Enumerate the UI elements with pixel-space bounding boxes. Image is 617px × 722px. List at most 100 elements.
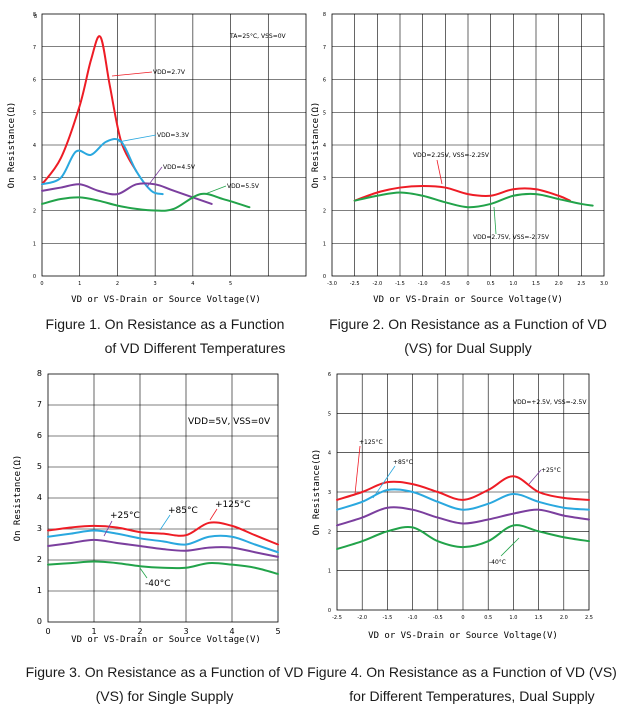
fig1-ytick-label: 8	[33, 12, 36, 18]
fig3-ytick-label: 8	[37, 369, 42, 378]
fig4-label-125: +125°C	[359, 439, 383, 446]
fig3-label-25: +25°C	[110, 511, 140, 521]
fig4-xtick-label: 1.0	[509, 615, 517, 621]
fig3-ytick-label: 3	[37, 524, 42, 533]
chart-fig3: 0 1 2 3 4 5 6 7 8 0 1 2 3 4 5 VDD=5V, VSS=0V +25°C +8…	[13, 369, 281, 645]
fig2-xtick-label: 1.5	[532, 281, 540, 287]
fig4-xtick-label: 0	[461, 615, 464, 621]
fig4-xtick-label: -1.5	[383, 615, 393, 621]
fig1-ytick-8: 8	[34, 14, 37, 20]
fig1-xtick-label: 2	[116, 281, 119, 287]
fig4-grid	[337, 374, 589, 610]
fig2-xtick-label: -1.5	[395, 281, 405, 287]
fig4-series-cyan-line	[336, 488, 590, 511]
fig3-series-purple-line	[47, 538, 279, 558]
fig1-ytick-label: 1	[33, 241, 36, 247]
fig2-xtick-label: 0	[466, 281, 469, 287]
fig3-xtick-label: 2	[137, 627, 142, 636]
fig1-ytick-label: 4	[33, 143, 36, 149]
fig4-xtick-label: -2.0	[357, 615, 367, 621]
fig3-caption: Figure 3. On Resistance as a Function of…	[12, 660, 317, 708]
fig2-xtick-label: 2.0	[555, 281, 563, 287]
fig1-ytick-label: 2	[33, 209, 36, 215]
fig4-label-85: +85°C	[393, 459, 413, 466]
fig1-ylabel: On Resistance(Ω)	[7, 102, 17, 189]
fig4-ytick-label: 2	[328, 529, 331, 535]
fig3-xtick-label: 4	[229, 627, 234, 636]
fig2-label-2.25v: VDD=2.25V, VSS=-2.25V	[413, 152, 490, 159]
fig4-yticks: 0 1 2 3 4 5 6	[328, 372, 331, 614]
fig3-xtick-label: 0	[45, 627, 50, 636]
fig3-xlabel: VD or VS-Drain or Source Voltage(V)	[71, 635, 261, 645]
fig1-caption: Figure 1. On Resistance as a Function of…	[20, 312, 310, 360]
fig3-caption-line2: (VS) for Single Supply	[95, 688, 234, 704]
fig2-frame	[331, 13, 605, 277]
fig1-caption-line1: Figure 1. On Resistance as a Function	[45, 316, 285, 332]
fig1-series-cyan-line	[41, 137, 164, 196]
fig1-label-4.5v: VDD=4.5V	[163, 164, 196, 171]
fig3-label-125: +125°C	[215, 500, 251, 510]
fig1-label-2.7v: VDD=2.7V	[153, 69, 186, 76]
fig4-xtick-label: 0.5	[484, 615, 492, 621]
fig3-ytick-label: 1	[37, 586, 42, 595]
fig3-label-85: +85°C	[168, 506, 198, 516]
fig1-xtick-label: 0	[40, 281, 43, 287]
fig4-ytick-label: 4	[328, 451, 331, 457]
fig4-xtick-label: 2.0	[560, 615, 568, 621]
fig4-annotation: VDD=+2.5V, VSS=-2.5V	[513, 399, 587, 406]
fig2-xtick-label: -2.5	[350, 281, 360, 287]
fig4-ytick-label: 3	[328, 490, 331, 496]
fig2-ytick-label: 8	[323, 12, 326, 18]
fig3-series-green-line	[47, 560, 279, 575]
fig1-ytick-label: 0	[33, 274, 36, 280]
fig1-series	[41, 35, 251, 212]
fig4-caption: Figure 4. On Resistance as a Function of…	[307, 660, 617, 708]
fig2-series	[353, 184, 594, 209]
fig3-plot: 0 1 2 3 4 5 6 7 8 0 1 2 3 4 5	[37, 369, 281, 636]
fig2-plot: 0 1 2 3 4 5 6 7 8 -3.0 -2.5 -2.0 -1.5 -1.0 -0.5 0 0.5 1.…	[323, 12, 608, 287]
fig3-ylabel: On Resistance(Ω)	[13, 455, 23, 542]
fig2-caption-line2: (VS) for Dual Supply	[404, 340, 532, 356]
fig3-ytick-label: 5	[37, 462, 42, 471]
fig1-series-red-line	[41, 35, 138, 186]
fig2-caption-line1: Figure 2. On Resistance as a Function of…	[329, 316, 607, 332]
fig3-series-red-line	[47, 521, 279, 546]
fig3-frame	[47, 373, 279, 623]
fig2-xtick-label: 2.5	[577, 281, 585, 287]
fig2-grid	[332, 14, 604, 276]
fig4-ytick-label: 5	[328, 411, 331, 417]
fig2-ytick-label: 4	[323, 143, 326, 149]
fig4-xtick-label: -2.5	[332, 615, 342, 621]
fig2-xtick-label: -2.0	[372, 281, 382, 287]
fig1-xtick-label: 3	[154, 281, 157, 287]
fig2-ytick-label: 3	[323, 176, 326, 182]
fig2-ytick-label: 0	[323, 274, 326, 280]
fig2-label-2.75v: VDD=2.75V, VSS=-2.75V	[473, 234, 550, 241]
fig2-ytick-label: 5	[323, 110, 326, 116]
fig4-plot: 0 1 2 3 4 5 6 -2.5 -2.0 -1.5 -1.0 -0.5 0 0.5 1.0 1.5 2.…	[328, 372, 593, 621]
fig1-xlabel: VD or VS-Drain or Source Voltage(V)	[71, 295, 261, 305]
fig3-xtick-label: 5	[275, 627, 280, 636]
fig1-frame	[41, 13, 307, 277]
fig1-yticks: 0 1 2 3 4 5 6 7 8	[33, 12, 36, 280]
fig3-ytick-label: 6	[37, 431, 42, 440]
fig1-label-5.5v: VDD=5.5V	[227, 183, 260, 190]
fig1-plot: 0 1 2 3 4 5 6 7 8 0 1 2 3 4 5	[33, 12, 307, 287]
chart-fig4: 0 1 2 3 4 5 6 -2.5 -2.0 -1.5 -1.0 -0.5 0 0.5 1.0 1.5 2.…	[312, 372, 593, 641]
fig2-xtick-label: 3.0	[600, 281, 608, 287]
fig2-xtick-label: 0.5	[487, 281, 495, 287]
fig4-xtick-label: 1.5	[535, 615, 543, 621]
fig1-xticks: 0 1 2 3 4 5	[40, 281, 232, 287]
fig2-caption: Figure 2. On Resistance as a Function of…	[318, 312, 617, 360]
fig3-series-cyan-line	[47, 529, 279, 554]
fig4-series-green-line	[336, 524, 590, 551]
fig1-series-purple-line	[41, 182, 213, 205]
chart-fig1: 0 1 2 3 4 5 6 7 8 0 1 2 3 4 5 TA=25°C, VSS=0V VDD=2.7…	[7, 12, 307, 305]
fig3-annotation: VDD=5V, VSS=0V	[188, 417, 271, 427]
fig2-ytick-label: 7	[323, 45, 326, 51]
fig1-series-green-line	[41, 192, 251, 212]
fig1-ytick-label: 3	[33, 176, 36, 182]
fig4-xtick-label: -0.5	[433, 615, 443, 621]
fig1-grid	[42, 14, 306, 276]
fig3-ytick-label: 7	[37, 400, 42, 409]
